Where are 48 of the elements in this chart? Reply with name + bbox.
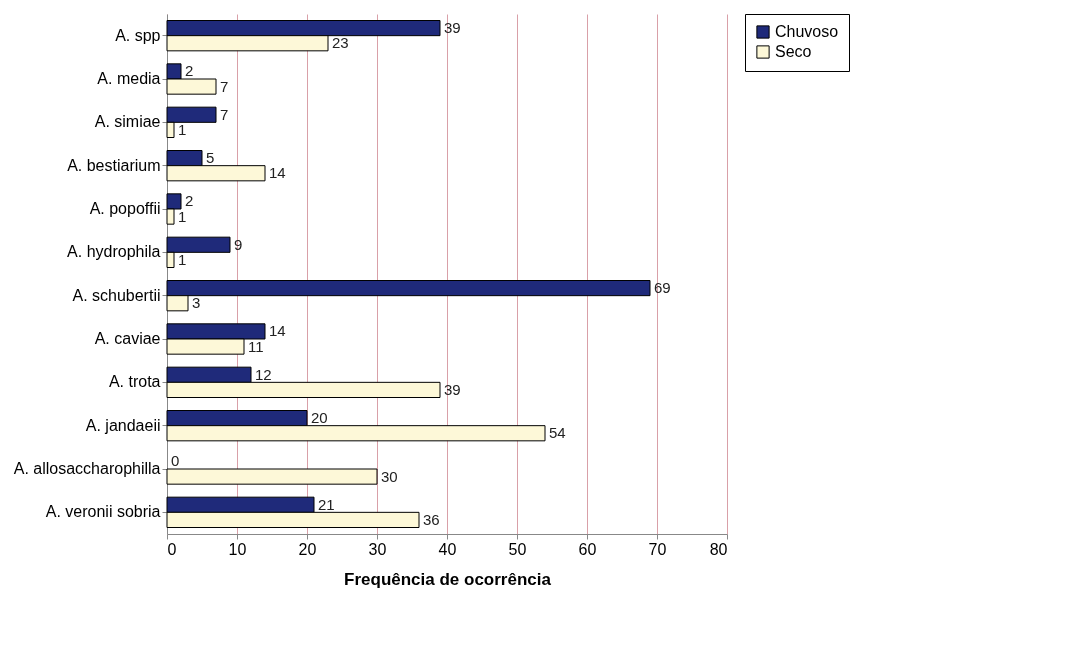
y-tick-label: A. jandaeii	[85, 416, 161, 434]
data-label: 9	[234, 235, 243, 253]
y-tick-label: A. media	[97, 70, 161, 87]
y-tick-label: A. spp	[115, 26, 161, 44]
x-tick-label: 50	[508, 540, 527, 558]
data-label: 5	[206, 149, 215, 167]
data-label: 39	[444, 19, 461, 37]
x-tick-label: 10	[228, 540, 247, 558]
data-label: 11	[248, 337, 264, 355]
y-tick-label: A. schubertii	[72, 286, 161, 304]
data-label: 3	[192, 294, 201, 312]
data-label: 7	[220, 105, 229, 123]
data-label: 14	[269, 322, 286, 340]
x-tick-label: 20	[298, 540, 317, 558]
x-tick-label: 60	[578, 540, 597, 558]
x-tick-label: 0	[167, 540, 177, 558]
x-tick-label: 70	[648, 540, 667, 558]
data-label: 39	[444, 380, 461, 398]
x-tick-label: 30	[368, 540, 387, 558]
data-label: 14	[269, 164, 286, 182]
data-label: 30	[381, 467, 398, 485]
data-label: 2	[185, 62, 194, 80]
data-label: 69	[654, 279, 671, 297]
data-label: 36	[423, 510, 440, 528]
data-label: 1	[178, 207, 187, 225]
y-tick-label: A. allosaccharophilla	[13, 460, 161, 477]
data-label: 54	[549, 424, 566, 442]
legend-label: Chuvoso	[775, 23, 839, 40]
y-tick-label: A. veronii sobria	[45, 503, 161, 521]
data-label: 1	[178, 250, 187, 268]
data-label: 23	[332, 34, 349, 52]
y-tick-label: A. trota	[108, 373, 161, 391]
y-tick-label: A. simiae	[94, 113, 161, 131]
x-tick-label: 40	[438, 540, 457, 558]
legend-label: Seco	[775, 43, 812, 60]
y-tick-label: A. popoffii	[89, 200, 161, 217]
y-tick-label: A. hydrophila	[67, 243, 161, 261]
data-label: 1	[178, 120, 187, 138]
y-tick-label: A. caviae	[94, 330, 161, 347]
x-tick-label: 80	[709, 540, 728, 558]
x-axis-title: Frequência de ocorrência	[344, 569, 552, 589]
data-label: 21	[318, 495, 335, 513]
data-label: 7	[220, 77, 229, 95]
y-tick-label: A. bestiarium	[67, 156, 161, 174]
data-label: 0	[171, 452, 180, 470]
data-label: 20	[311, 409, 328, 427]
data-label: 2	[185, 192, 194, 210]
data-label: 12	[255, 365, 272, 383]
